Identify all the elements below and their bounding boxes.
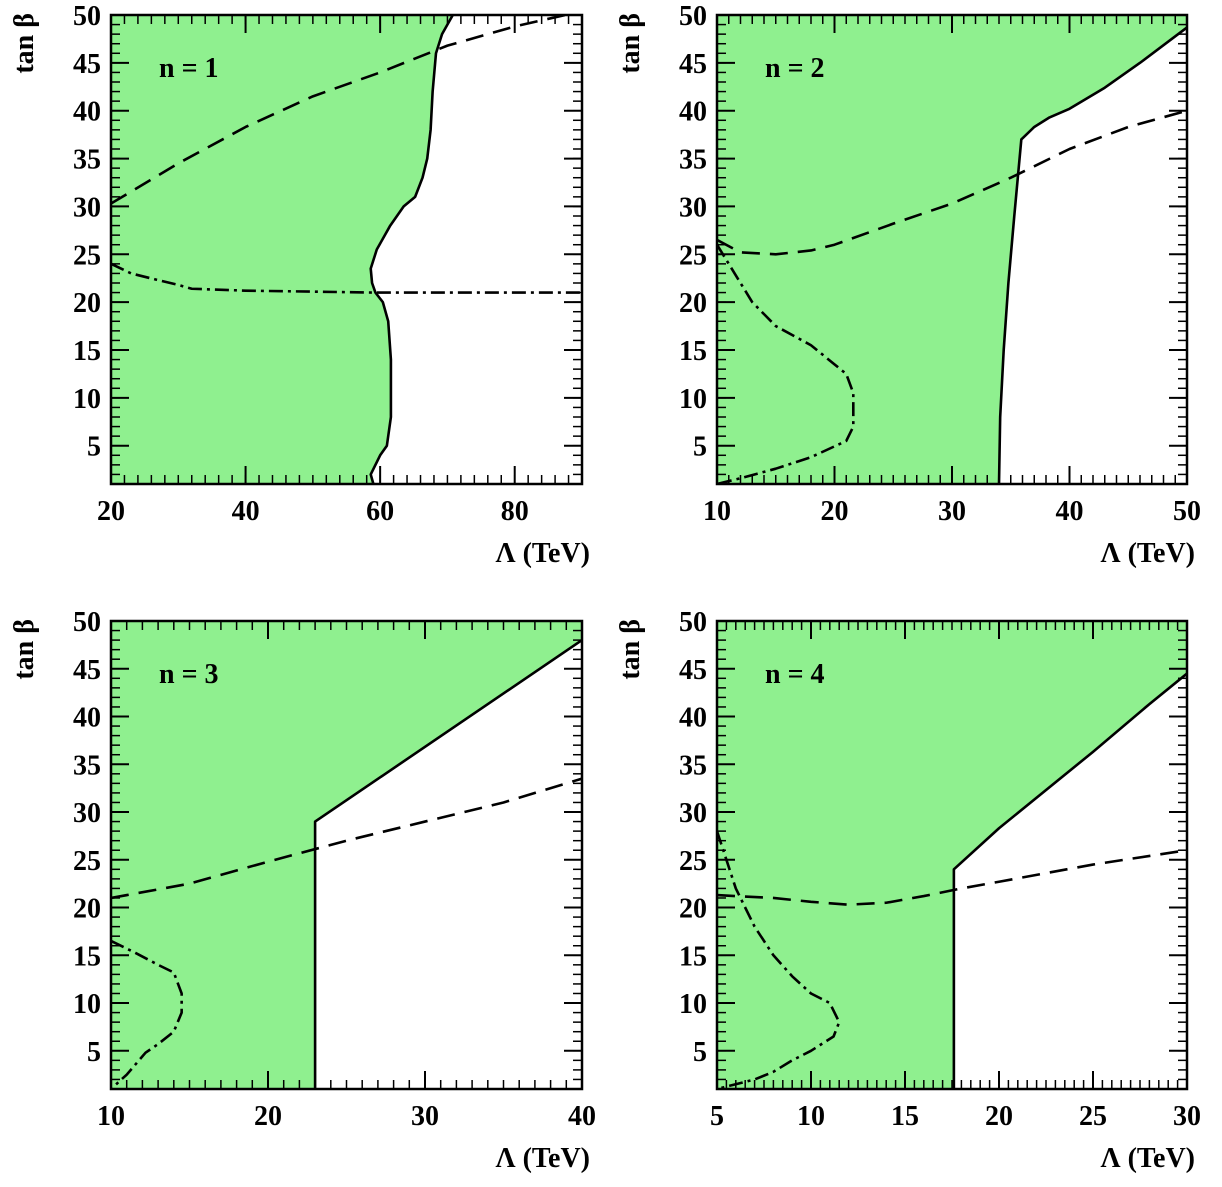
chart-panel-1: 20 40 60 80 5 10 15 20 25 30 35 40 45 50 Λ (TeV) tan β n… [9,1,590,569]
chart-panel-3: 10 20 30 40 5 10 15 20 25 30 35 40 45 50 Λ (TeV) tan β n… [9,607,596,1174]
y-tick-label: 35 [73,750,101,781]
dash-dot-line [111,939,183,1089]
plot-frame [109,619,584,1091]
panel-label: n = 1 [159,53,219,84]
y-axis-title: tan β [9,619,40,680]
y-tick-label: 20 [73,288,101,319]
plot-frame [109,13,584,486]
y-tick-label: 20 [679,288,707,319]
dash-dot-line [111,262,582,294]
y-tick-label: 40 [679,97,707,128]
x-axis-title: Λ (TeV) [496,538,590,569]
plot-frame [715,619,1189,1091]
x-tick-label: 10 [97,1101,125,1132]
dash-dot-line [717,244,855,484]
y-tick-label: 45 [679,655,707,686]
y-tick-label: 45 [679,49,707,80]
x-tick-label: 10 [703,496,731,527]
chart-panel-2: 10 20 30 40 50 5 10 15 20 25 30 35 40 45 50 Λ (TeV) tan … [615,1,1201,569]
y-tick-label: 5 [693,1037,707,1068]
x-tick-label: 20 [985,1101,1013,1132]
y-tick-label: 10 [679,384,707,415]
x-axis-title: Λ (TeV) [1101,538,1195,569]
y-tick-label: 10 [679,989,707,1020]
y-tick-label: 25 [73,846,101,877]
y-tick-label: 15 [679,336,707,367]
y-axis-title: tan β [615,619,646,680]
x-tick-label: 80 [501,496,529,527]
y-tick-label: 40 [73,97,101,128]
y-tick-label: 35 [73,145,101,176]
y-tick-label: 45 [73,655,101,686]
allowed-region-fill [717,621,1187,1089]
x-tick-label: 40 [1056,496,1084,527]
x-tick-label: 30 [938,496,966,527]
y-tick-label: 25 [73,240,101,271]
boundary-solid-line [997,26,1187,484]
y-tick-label: 15 [73,336,101,367]
panel-label: n = 2 [765,53,825,84]
allowed-region-fill [717,15,1187,484]
y-tick-label: 35 [679,145,707,176]
x-tick-label: 40 [232,496,260,527]
y-tick-label: 35 [679,750,707,781]
y-tick-label: 25 [679,240,707,271]
x-tick-label: 50 [1173,496,1201,527]
x-axis-title: Λ (TeV) [496,1143,590,1174]
dashed-line [111,15,572,205]
dashed-line [111,777,582,900]
y-tick-label: 30 [73,192,101,223]
y-tick-label: 50 [679,1,707,32]
plot-frame [715,13,1189,486]
y-tick-label: 25 [679,846,707,877]
panel-label: n = 3 [159,659,219,690]
y-tick-label: 10 [73,989,101,1020]
y-tick-label: 40 [73,703,101,734]
y-tick-label: 15 [679,941,707,972]
y-tick-label: 40 [679,703,707,734]
y-tick-label: 5 [87,432,101,463]
y-tick-label: 30 [679,192,707,223]
panel-label: n = 4 [765,659,825,690]
dash-dot-line [717,830,841,1089]
x-tick-label: 20 [821,496,849,527]
y-tick-label: 50 [679,607,707,638]
dashed-line [717,109,1187,256]
y-tick-label: 5 [87,1037,101,1068]
x-tick-label: 60 [366,496,394,527]
y-tick-label: 30 [73,798,101,829]
x-tick-label: 30 [1173,1101,1201,1132]
boundary-solid-line [313,639,582,1089]
x-tick-label: 40 [568,1101,596,1132]
y-tick-label: 50 [73,607,101,638]
y-axis-title: tan β [9,13,40,74]
x-tick-label: 10 [797,1101,825,1132]
x-tick-label: 5 [710,1101,724,1132]
y-tick-label: 10 [73,384,101,415]
y-tick-label: 50 [73,1,101,32]
y-tick-label: 20 [73,894,101,925]
x-axis-title: Λ (TeV) [1101,1143,1195,1174]
x-tick-label: 25 [1079,1101,1107,1132]
y-tick-label: 15 [73,941,101,972]
chart-panel-4: 5 10 15 20 25 30 5 10 15 20 25 30 35 40 45 50 Λ (TeV) tan… [615,607,1201,1174]
y-tick-label: 20 [679,894,707,925]
x-tick-label: 15 [891,1101,919,1132]
y-axis-title: tan β [615,13,646,74]
x-tick-label: 20 [254,1101,282,1132]
boundary-solid-line [369,15,454,484]
x-tick-label: 20 [97,496,125,527]
y-tick-label: 30 [679,798,707,829]
y-tick-label: 45 [73,49,101,80]
allowed-region-fill [111,15,453,484]
y-tick-label: 5 [693,432,707,463]
x-tick-label: 30 [411,1101,439,1132]
allowed-region-fill [111,621,582,1089]
boundary-solid-line [952,672,1187,1089]
